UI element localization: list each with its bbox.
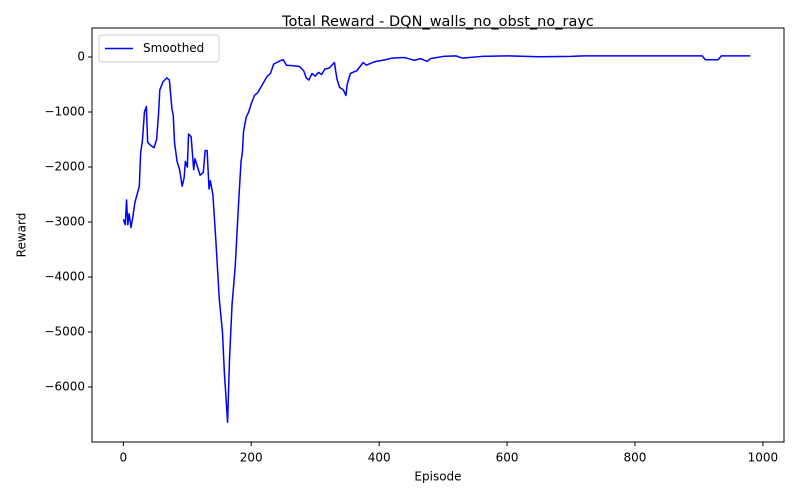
- x-tick-label: 1000: [748, 451, 779, 465]
- x-axis-label: Episode: [414, 470, 461, 484]
- x-tick-label: 0: [120, 451, 128, 465]
- x-tick-label: 400: [368, 451, 391, 465]
- x-tick-label: 600: [496, 451, 519, 465]
- legend-label: Smoothed: [143, 41, 204, 55]
- y-tick-label: −1000: [44, 104, 85, 118]
- y-tick-label: 0: [77, 49, 85, 63]
- y-tick-label: −2000: [44, 159, 85, 173]
- line-series: [122, 55, 751, 423]
- y-tick-label: −3000: [44, 214, 85, 228]
- x-tick-label: 200: [240, 451, 263, 465]
- y-tick-label: −6000: [44, 379, 85, 393]
- plot-frame: [91, 27, 785, 443]
- y-tick-label: −4000: [44, 269, 85, 283]
- legend-box: [98, 34, 220, 63]
- chart-title: Total Reward - DQN_walls_no_obst_no_rayc: [281, 14, 594, 30]
- x-tick-label: 800: [624, 451, 647, 465]
- y-axis-label: Reward: [15, 213, 29, 258]
- y-tick-label: −5000: [44, 324, 85, 338]
